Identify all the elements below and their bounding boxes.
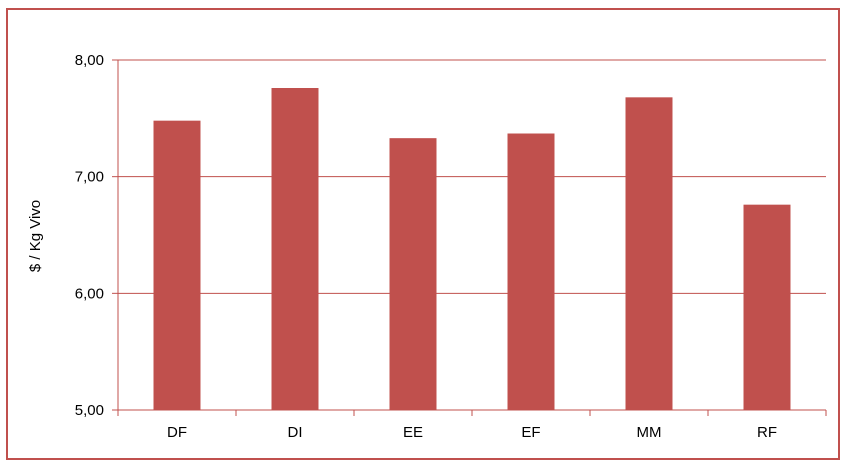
x-tick-label: EE	[403, 424, 423, 441]
bar-rf	[743, 204, 791, 410]
bar-ee	[389, 138, 437, 410]
axis-layer: 5,00 6,00 7,00 8,00 DF DI EE EF MM RF	[75, 52, 827, 441]
x-tick-label: DF	[167, 424, 187, 441]
x-tick-label: MM	[637, 424, 662, 441]
bar-di	[271, 88, 319, 410]
bar-mm	[625, 97, 673, 410]
x-tick-label: RF	[757, 424, 777, 441]
grid-layer	[118, 59, 826, 411]
y-tick-label: 6,00	[75, 285, 104, 302]
y-tick-label: 5,00	[75, 402, 104, 419]
y-tick-label: 7,00	[75, 169, 104, 186]
bar-ef	[507, 133, 555, 410]
bars-layer	[153, 88, 791, 411]
y-axis-label: $ / Kg Vivo	[27, 200, 44, 272]
bar-df	[153, 120, 201, 411]
y-tick-label: 8,00	[75, 52, 104, 69]
x-tick-label: EF	[521, 424, 540, 441]
x-tick-label: DI	[288, 424, 303, 441]
